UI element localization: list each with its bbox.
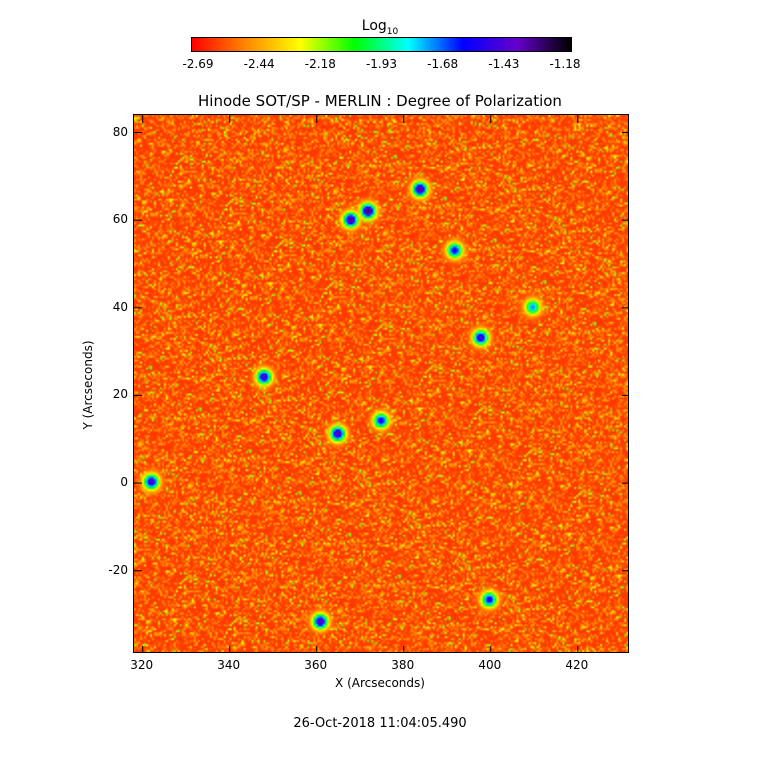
x-axis-label: X (Arcseconds) [335, 676, 425, 690]
chart-title: Hinode SOT/SP - MERLIN : Degree of Polar… [198, 92, 562, 110]
colorbar-tick-label: -1.68 [427, 57, 459, 71]
y-tick-label: 0 [120, 475, 128, 490]
x-tick-label: 340 [217, 658, 241, 672]
colorbar-tick-label: -1.43 [488, 57, 520, 71]
x-tick-label: 360 [304, 658, 328, 672]
timestamp: 26-Oct-2018 11:04:05.490 [293, 716, 467, 731]
heatmap-canvas [134, 115, 628, 652]
colorbar-title: Log10 [361, 18, 399, 37]
colorbar-tick-label: -1.93 [365, 57, 398, 71]
y-tick-label: 40 [112, 299, 128, 314]
x-tick-label: 320 [130, 658, 154, 672]
axis-ticks [134, 115, 628, 652]
y-tick-label: 20 [112, 387, 128, 402]
y-tick-label: 80 [112, 124, 128, 139]
x-tick-label: 420 [565, 658, 589, 672]
x-tick-label: 400 [478, 658, 502, 672]
colorbar-tick-label: -2.18 [304, 57, 336, 71]
plot-area [133, 114, 629, 653]
colorbar-tick-label: -2.69 [182, 57, 214, 71]
y-tick-label: 60 [112, 212, 128, 227]
x-tick-label: 380 [391, 658, 415, 672]
y-tick-label: -20 [108, 562, 128, 577]
y-axis-label: Y (Arcseconds) [81, 340, 95, 430]
colorbar-tick-label: -1.18 [549, 57, 581, 71]
colorbar-tick-label: -2.44 [243, 57, 275, 71]
colorbar [191, 37, 572, 52]
